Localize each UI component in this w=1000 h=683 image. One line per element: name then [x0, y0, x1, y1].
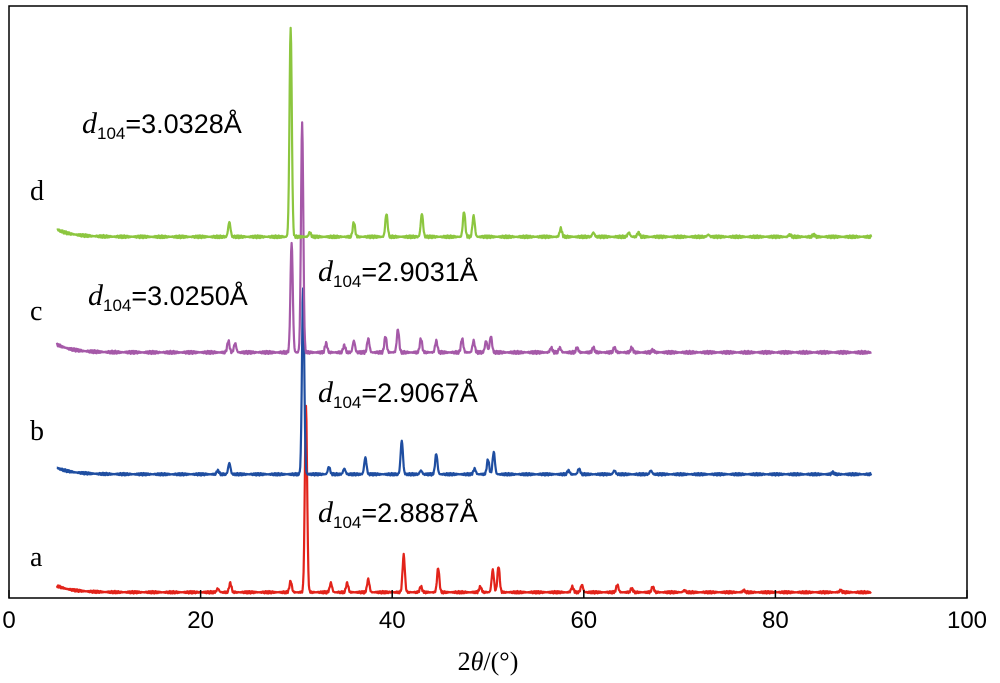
annotation-b: d104=2.9067Å — [318, 376, 478, 412]
annotation-a: d104=2.8887Å — [318, 496, 478, 532]
series-label-d: d — [30, 176, 44, 207]
x-tick-label: 80 — [762, 607, 789, 634]
x-tick-label: 0 — [2, 607, 15, 634]
series-line-c — [55, 121, 872, 356]
annotation-c-right: d104=2.9031Å — [318, 255, 478, 291]
series-label-c: c — [30, 296, 42, 327]
series-line-a — [55, 404, 872, 595]
traces — [55, 26, 873, 595]
series-label-b: b — [30, 416, 44, 447]
x-tick-label: 100 — [947, 607, 987, 634]
x-axis-ticks: 0 20 40 60 80 100 — [2, 590, 987, 634]
x-axis-title: 2θ/(°) — [458, 647, 519, 676]
x-tick-label: 20 — [187, 607, 214, 634]
x-tick-label: 60 — [570, 607, 597, 634]
annotation-d: d104=3.0328Å — [82, 107, 242, 143]
series-line-d — [56, 26, 873, 240]
annotation-c-left: d104=3.0250Å — [88, 279, 248, 315]
series-line-b — [56, 287, 873, 477]
plot-frame — [8, 5, 968, 599]
x-tick-label: 40 — [379, 607, 406, 634]
series-label-a: a — [30, 542, 43, 573]
